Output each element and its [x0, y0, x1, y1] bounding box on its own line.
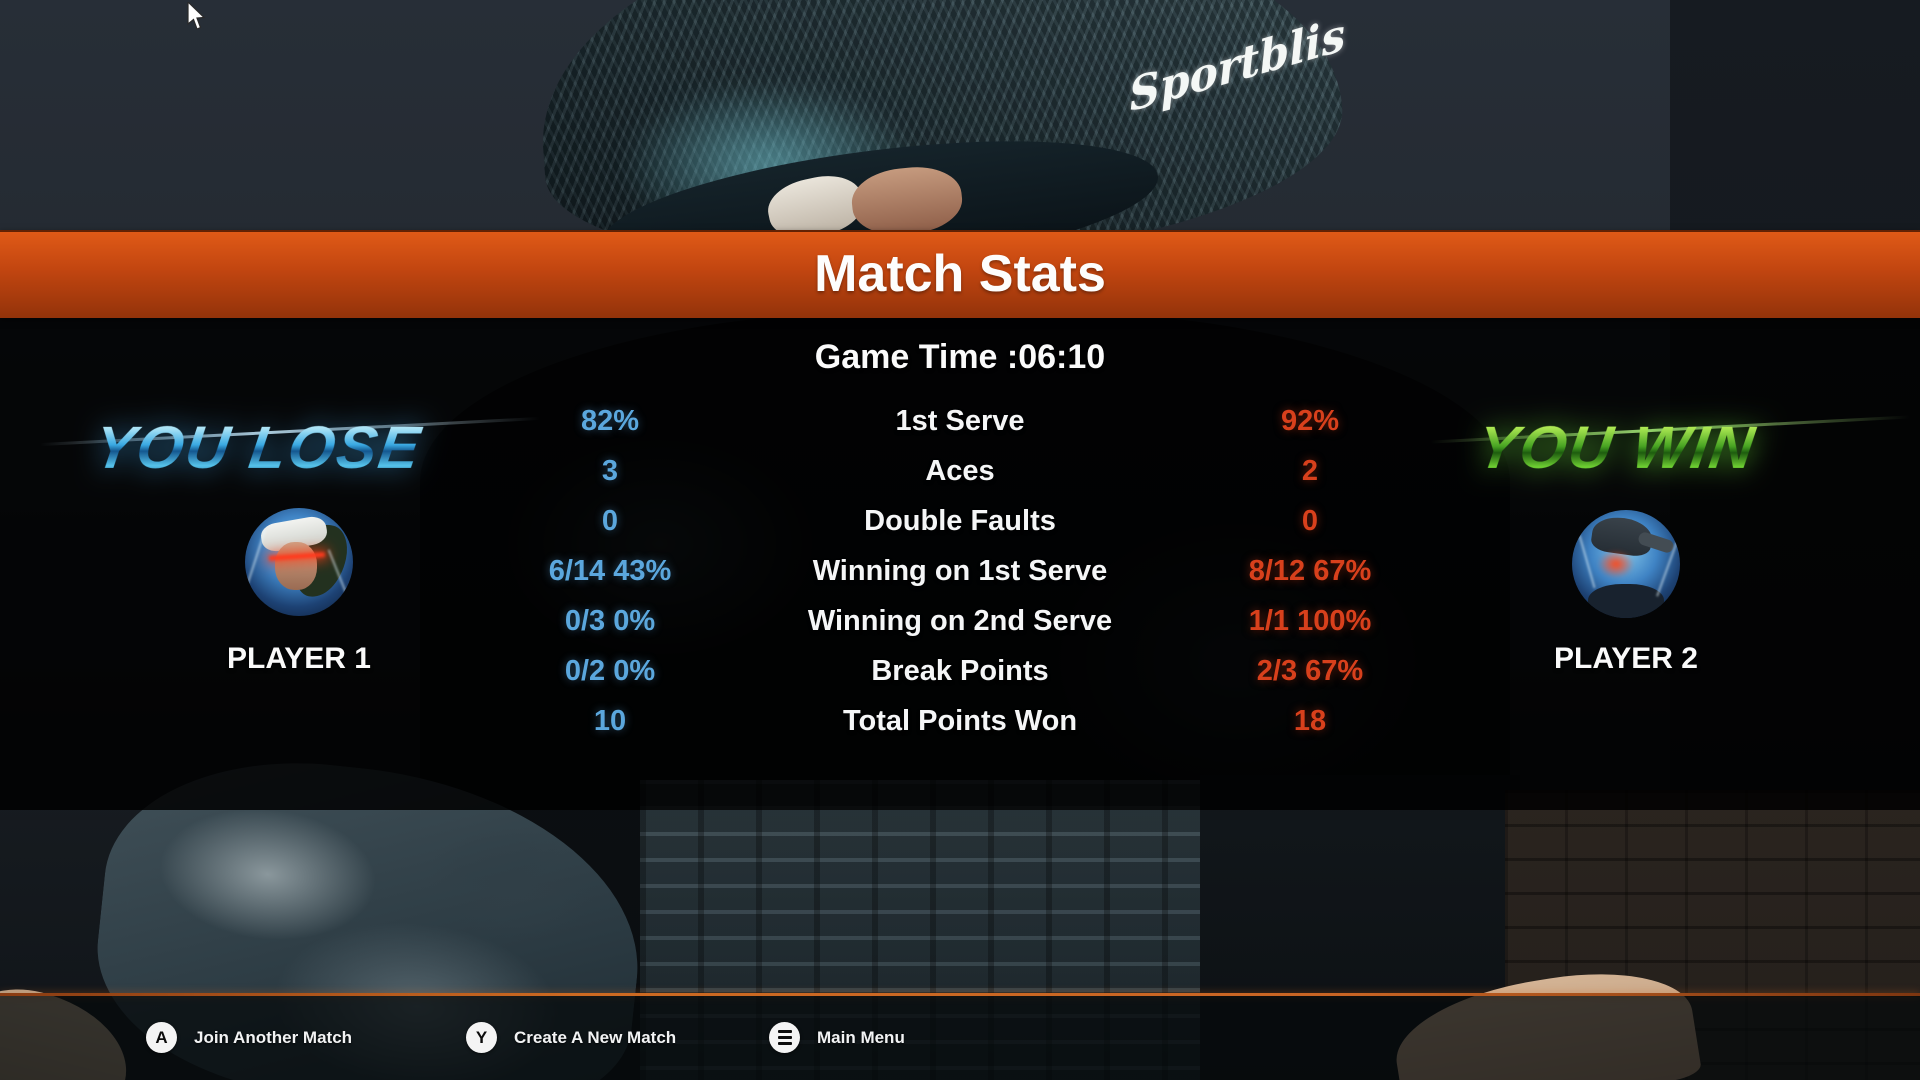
p1-stat-value: 0/2 0%	[564, 654, 656, 687]
game-time-value: 06:10	[1018, 338, 1106, 376]
stat-label: Winning on 2nd Serve	[807, 604, 1113, 637]
p1-stat-value: 0	[601, 504, 619, 537]
table-row: 82% 1st Serve 92%	[480, 396, 1440, 446]
p2-stat-value: 8/12 67%	[1248, 554, 1372, 587]
stat-label: Break Points	[871, 654, 1049, 687]
main-menu-button[interactable]: Main Menu	[769, 1022, 905, 1053]
controller-y-icon: Y	[466, 1022, 497, 1053]
avatar-red-glow	[1598, 550, 1634, 578]
stat-label: 1st Serve	[895, 404, 1025, 437]
p2-stat-value: 92%	[1280, 404, 1340, 437]
p1-stat-value: 10	[593, 704, 627, 737]
stat-label: Winning on 1st Serve	[812, 554, 1108, 587]
avatar-body	[1588, 584, 1664, 618]
mouse-cursor	[187, 2, 206, 30]
p1-stat-value: 6/14 43%	[548, 554, 672, 587]
stat-label: Total Points Won	[842, 704, 1078, 737]
table-row: 10 Total Points Won 18	[480, 696, 1440, 746]
player1-avatar	[245, 508, 353, 616]
you-win-banner: YOU WIN	[1472, 408, 1761, 488]
footer-divider	[0, 993, 1920, 996]
table-row: 0/3 0% Winning on 2nd Serve 1/1 100%	[480, 596, 1440, 646]
table-row: 3 Aces 2	[480, 446, 1440, 496]
prompt-label: Create A New Match	[514, 1027, 677, 1047]
avatar-face	[275, 542, 317, 590]
game-time-label: Game Time :	[814, 338, 1019, 376]
footer-bar	[0, 996, 1920, 1080]
player2-avatar	[1572, 510, 1680, 618]
game-time: Game Time :06:10	[0, 338, 1920, 377]
p2-stat-value: 18	[1293, 704, 1327, 737]
table-row: 6/14 43% Winning on 1st Serve 8/12 67%	[480, 546, 1440, 596]
menu-icon	[769, 1022, 800, 1053]
title-banner: Match Stats	[0, 230, 1920, 318]
p2-stat-value: 2	[1301, 454, 1319, 487]
you-lose-banner: YOU LOSE	[89, 408, 426, 488]
p2-stat-value: 1/1 100%	[1248, 604, 1372, 637]
player2-name: PLAYER 2	[1554, 642, 1698, 675]
player1-name: PLAYER 1	[227, 642, 371, 675]
stat-label: Aces	[925, 454, 995, 487]
stat-label: Double Faults	[864, 504, 1056, 537]
p1-stat-value: 0/3 0%	[564, 604, 656, 637]
controller-a-icon: A	[146, 1022, 177, 1053]
table-row: 0/2 0% Break Points 2/3 67%	[480, 646, 1440, 696]
stats-table: 82% 1st Serve 92% 3 Aces 2 0 Double Faul…	[480, 396, 1440, 746]
prompt-label: Main Menu	[817, 1027, 905, 1047]
p1-stat-value: 82%	[580, 404, 640, 437]
page-title: Match Stats	[814, 245, 1106, 303]
p2-stat-value: 2/3 67%	[1256, 654, 1364, 687]
join-another-match-button[interactable]: A Join Another Match	[146, 1022, 352, 1053]
p1-stat-value: 3	[601, 454, 619, 487]
p2-stat-value: 0	[1301, 504, 1319, 537]
prompt-label: Join Another Match	[194, 1027, 353, 1047]
create-new-match-button[interactable]: Y Create A New Match	[466, 1022, 676, 1053]
table-row: 0 Double Faults 0	[480, 496, 1440, 546]
